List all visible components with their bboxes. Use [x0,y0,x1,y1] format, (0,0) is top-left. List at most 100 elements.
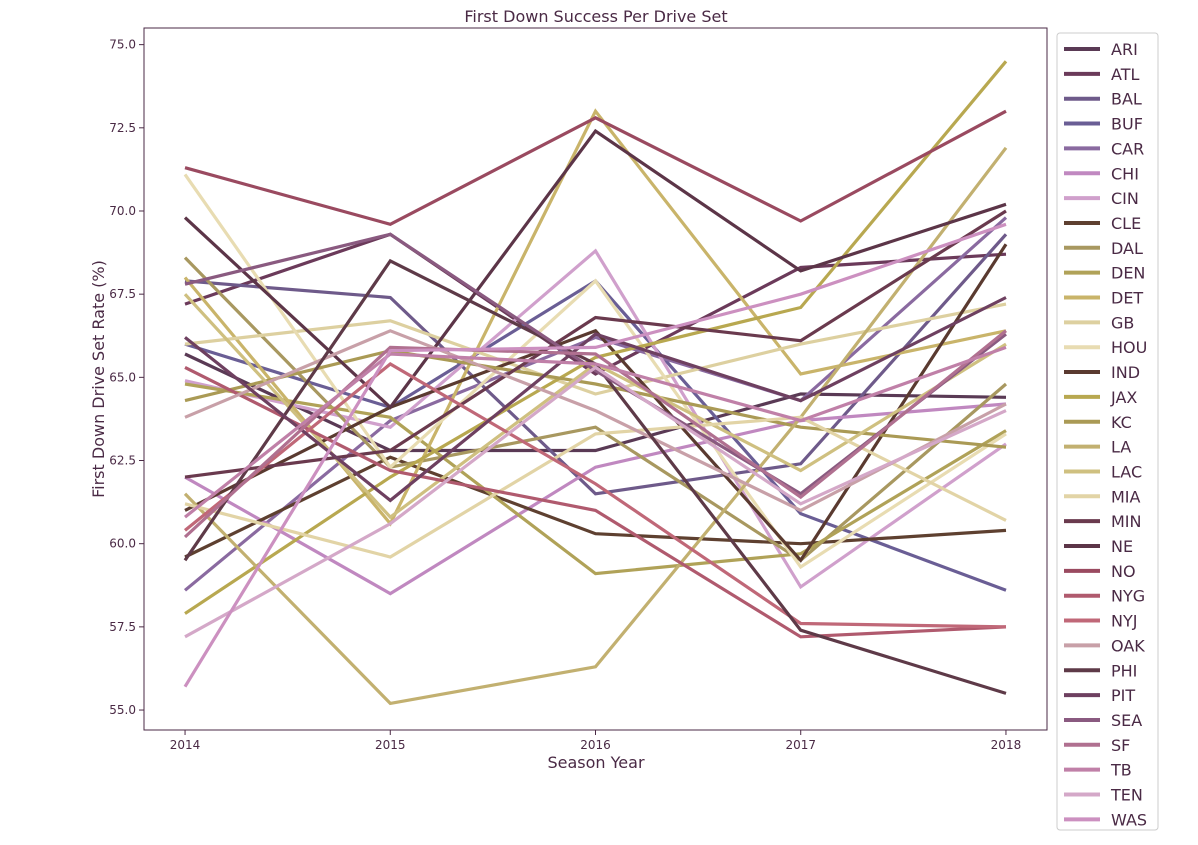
legend-label: NO [1111,562,1136,581]
legend: ARI ATL BAL BUF CAR CHI CIN CLE DAL DEN DET GB HOU IN… [1056,32,1159,831]
legend-label: BUF [1111,115,1143,134]
legend-entry-nyg: NYG [1064,587,1145,606]
legend-entry-lac: LAC [1064,462,1142,481]
y-tick-label: 65.0 [109,370,136,384]
series-line-pit [184,296,1007,503]
legend-entry-cin: CIN [1064,189,1139,208]
series-line-la [183,146,1008,706]
series-line-min [184,209,1007,479]
legend-label: LA [1111,438,1131,457]
x-tick-label: 2014 [170,738,201,752]
series-line-cle [184,455,1007,559]
legend-label: NYG [1111,587,1145,606]
legend-label: DEN [1111,264,1145,283]
legend-entry-la: LA [1064,438,1131,457]
legend-entry-ten: TEN [1064,786,1143,805]
legend-entry-den: DEN [1064,264,1145,283]
legend-entry-mia: MIA [1064,487,1141,506]
series-line-ten [184,365,1007,639]
x-ticks: 2014 2015 2016 2017 2018 [170,730,1021,752]
legend-label: BAL [1111,90,1142,109]
legend-entry-cle: CLE [1064,214,1141,233]
legend-entry-det: DET [1064,289,1143,308]
legend-label: SEA [1111,711,1142,730]
legend-label: SF [1111,736,1130,755]
legend-entry-ind: IND [1064,363,1140,382]
legend-entry-car: CAR [1064,139,1144,158]
legend-entry-tb: TB [1064,761,1132,780]
legend-label: GB [1111,313,1134,332]
legend-label: NYJ [1111,612,1137,631]
legend-entry-sea: SEA [1064,711,1142,730]
legend-label: HOU [1111,338,1147,357]
legend-label: ARI [1111,40,1138,59]
series-line-chi [184,402,1007,596]
legend-entry-min: MIN [1064,512,1142,531]
series-line-hou [183,173,1007,570]
y-axis-label: First Down Drive Set Rate (%) [89,260,108,498]
legend-label: NE [1111,537,1133,556]
series-line-no [184,109,1007,227]
series-line-bal [184,233,1008,496]
legend-entry-jax: JAX [1064,388,1137,407]
legend-label: MIN [1111,512,1142,531]
series-line-mia [184,415,1007,559]
series-line-gb [184,302,1007,396]
legend-label: DET [1111,289,1143,308]
legend-label: IND [1111,363,1140,382]
legend-entry-gb: GB [1064,313,1134,332]
legend-label: CAR [1111,139,1144,158]
series-line-sf [183,329,1008,539]
legend-entry-kc: KC [1064,413,1132,432]
legend-entry-oak: OAK [1064,636,1145,655]
legend-entry-ari: ARI [1064,40,1138,59]
legend-entry-chi: CHI [1064,164,1139,183]
series-line-jax [184,60,1008,615]
y-tick-label: 75.0 [109,38,136,52]
y-tick-label: 72.5 [109,121,136,135]
legend-entry-was: WAS [1064,810,1147,829]
series-line-ne [183,128,1007,410]
legend-frame [1056,32,1159,831]
legend-label: TB [1110,761,1132,780]
legend-label: LAC [1111,462,1142,481]
x-tick-label: 2015 [375,738,406,752]
y-ticks: 55.0 57.5 60.0 62.5 65.0 67.5 70.0 72.5 75.0 [109,38,144,717]
legend-label: CHI [1111,164,1139,183]
y-tick-label: 60.0 [109,537,136,551]
legend-label: CIN [1111,189,1139,208]
series-line-was [183,222,1007,688]
series-line-nyj [183,362,1007,629]
y-tick-label: 70.0 [109,204,136,218]
legend-entry-pit: PIT [1064,686,1135,705]
y-tick-label: 62.5 [109,454,136,468]
legend-entry-hou: HOU [1064,338,1147,357]
series-lines [183,60,1008,706]
series-line-atl [184,232,1007,376]
legend-entry-bal: BAL [1064,90,1142,109]
legend-entry-ne: NE [1064,537,1133,556]
legend-label: WAS [1111,810,1147,829]
legend-entry-no: NO [1064,562,1136,581]
legend-label: JAX [1110,388,1137,407]
x-axis-label: Season Year [547,753,644,772]
legend-label: MIA [1111,487,1141,506]
legend-label: KC [1111,413,1132,432]
series-line-kc [184,349,1007,449]
legend-label: ATL [1111,65,1139,84]
chart-title: First Down Success Per Drive Set [464,7,727,26]
legend-label: PIT [1111,686,1135,705]
legend-entry-sf: SF [1064,736,1130,755]
x-tick-label: 2017 [785,738,816,752]
legend-entry-phi: PHI [1064,661,1137,680]
series-line-den [184,382,1007,576]
legend-label: DAL [1111,239,1143,258]
y-tick-label: 57.5 [109,620,136,634]
series-line-car [183,216,1008,592]
y-tick-label: 67.5 [109,287,136,301]
legend-entry-buf: BUF [1064,115,1143,134]
legend-label: TEN [1110,786,1143,805]
legend-label: CLE [1111,214,1141,233]
x-tick-label: 2016 [580,738,611,752]
